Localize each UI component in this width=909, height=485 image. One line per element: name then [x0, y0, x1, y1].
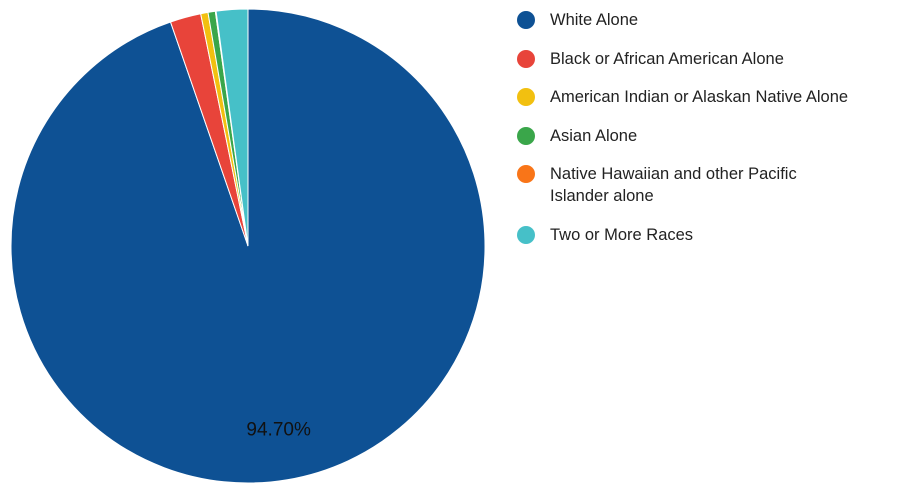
- legend-swatch: [517, 88, 535, 106]
- legend-item-white-alone[interactable]: White Alone: [517, 9, 907, 31]
- legend-label: Native Hawaiian and other Pacific: [550, 165, 797, 183]
- legend-label: Islander alone: [550, 187, 654, 205]
- legend-item-two-or-more-races[interactable]: Two or More Races: [517, 224, 907, 246]
- legend-label: Two or More Races: [550, 225, 694, 244]
- legend-item-asian-alone[interactable]: Asian Alone: [517, 125, 907, 147]
- legend-swatch: [517, 165, 535, 183]
- legend-label: Black or African American Alone: [550, 49, 784, 68]
- chart-legend: White Alone Black or African American Alo…: [517, 9, 907, 262]
- pie-slice-two-or-more-races[interactable]: [215, 8, 249, 247]
- legend-item-black-or-african-american-alone[interactable]: Black or African American Alone: [517, 48, 907, 70]
- legend-label: American Indian or Alaskan Native Alone: [550, 88, 849, 106]
- data-label-white-alone: 94.70%: [246, 419, 311, 440]
- legend-item-native-hawaiian-and-other-pacific-islander-alone[interactable]: Native Hawaiian and other Pacific Islande…: [517, 163, 907, 207]
- pie-labels: 94.70%: [246, 419, 311, 440]
- legend-swatch: [517, 126, 535, 145]
- legend-swatch: [517, 11, 535, 29]
- pie-slices: [10, 8, 486, 484]
- legend-swatch: [517, 225, 535, 244]
- legend-item-american-indian-or-alaskan-native-alone[interactable]: American Indian or Alaskan Native Alone: [517, 86, 907, 108]
- legend-swatch: [517, 49, 535, 68]
- legend-label: Asian Alone: [550, 126, 638, 145]
- legend-label: White Alone: [550, 11, 639, 29]
